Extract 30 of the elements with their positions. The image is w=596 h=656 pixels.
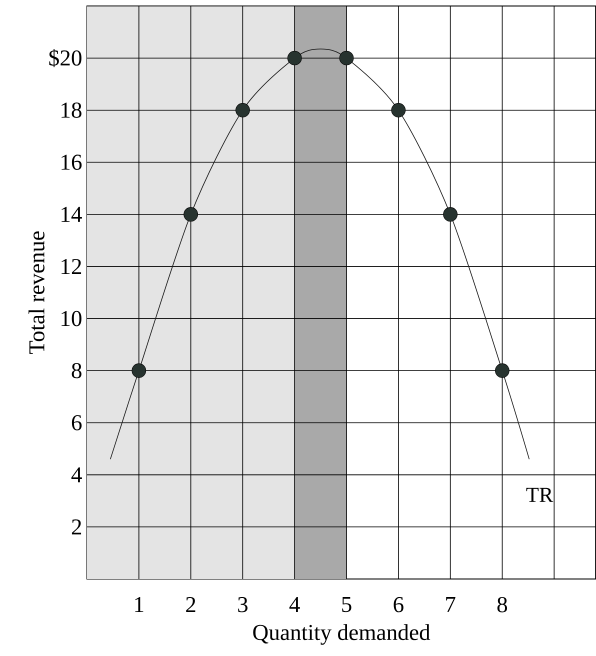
y-tick-label: 18 bbox=[62, 102, 82, 118]
x-tick-label: 7 bbox=[446, 597, 456, 612]
y-tick-label: 4 bbox=[71, 467, 82, 482]
point bbox=[391, 102, 406, 118]
x-tick-label: 5 bbox=[342, 597, 352, 612]
series-label: TR bbox=[526, 488, 554, 502]
y-tick-label: 10 bbox=[62, 310, 82, 326]
point bbox=[132, 363, 146, 378]
point bbox=[235, 102, 250, 118]
y-tick-label: 12 bbox=[62, 258, 81, 274]
point bbox=[494, 363, 510, 378]
y-tick-label: 6 bbox=[72, 415, 82, 430]
y-tick-label: 14 bbox=[62, 206, 82, 222]
point bbox=[184, 207, 198, 222]
point bbox=[287, 50, 302, 66]
y-tick-label: 16 bbox=[62, 154, 82, 170]
x-tick-label: 2 bbox=[186, 597, 196, 612]
x-axis-title: Quantity demanded bbox=[253, 624, 430, 645]
line-series bbox=[110, 48, 530, 460]
point bbox=[443, 207, 458, 222]
y-axis-title: Total revenue bbox=[28, 231, 44, 354]
x-tick-label: 3 bbox=[238, 597, 248, 612]
y-tick-label: $20 bbox=[49, 49, 82, 68]
x-tick-label: 4 bbox=[289, 597, 300, 612]
point bbox=[339, 50, 354, 66]
x-tick-label: 8 bbox=[497, 597, 507, 612]
x-tick-label: 1 bbox=[135, 597, 144, 612]
y-tick-label: 2 bbox=[72, 519, 81, 534]
x-tick-label: 6 bbox=[394, 597, 404, 612]
y-tick-label: 8 bbox=[72, 362, 82, 378]
